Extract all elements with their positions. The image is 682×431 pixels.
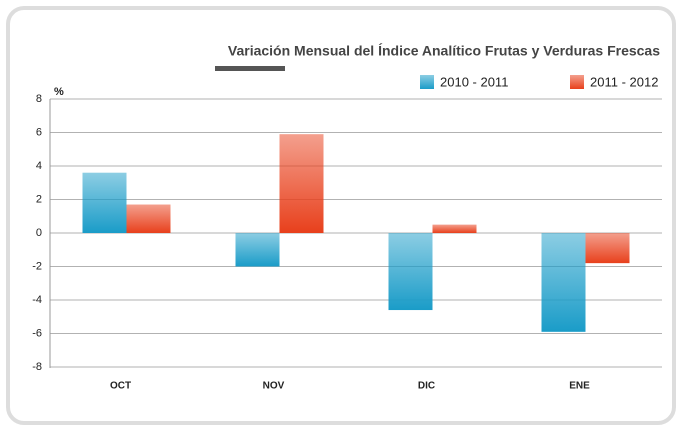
y-axis-label: % <box>54 86 64 98</box>
chart-title: Variación Mensual del Índice Analítico F… <box>228 43 660 59</box>
bar <box>541 233 586 332</box>
y-tick-label: 6 <box>36 126 42 138</box>
x-tick-label: ENE <box>569 381 590 392</box>
legend-swatch <box>570 75 584 89</box>
bar <box>388 233 433 311</box>
y-tick-label: 8 <box>36 93 42 105</box>
y-tick-label: -8 <box>32 361 42 373</box>
x-tick-label: OCT <box>110 381 131 392</box>
bar <box>585 233 630 264</box>
title-underline <box>215 66 285 71</box>
bar <box>279 134 324 233</box>
bar <box>235 233 280 267</box>
legend-label: 2010 - 2011 <box>440 74 508 89</box>
bar <box>126 204 171 233</box>
bar <box>432 224 477 233</box>
frame <box>6 6 676 425</box>
y-tick-label: -6 <box>32 327 42 339</box>
y-tick-label: 0 <box>36 227 42 239</box>
x-tick-label: DIC <box>418 381 435 392</box>
y-tick-label: -2 <box>32 260 42 272</box>
y-tick-label: -4 <box>32 294 42 306</box>
bar <box>82 172 127 233</box>
y-tick-label: 2 <box>36 193 42 205</box>
y-tick-label: 4 <box>36 160 42 172</box>
legend-swatch <box>420 75 434 89</box>
x-tick-label: NOV <box>263 381 285 392</box>
legend-label: 2011 - 2012 <box>590 74 658 89</box>
